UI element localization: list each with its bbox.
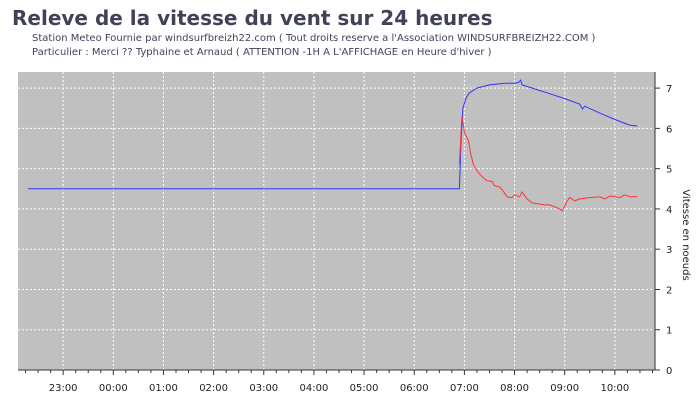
chart-subtitle-station: Station Meteo Fournie par windsurfbreizh… bbox=[32, 33, 596, 44]
series-line-avg bbox=[458, 116, 638, 212]
y-tick-label: 5 bbox=[666, 165, 672, 176]
x-tick-label: 06:00 bbox=[400, 383, 429, 394]
x-tick-label: 08:00 bbox=[500, 383, 529, 394]
y-tick-label: 1 bbox=[666, 326, 672, 337]
y-tick-label: 4 bbox=[666, 205, 672, 216]
y-tick-label: 3 bbox=[666, 245, 672, 256]
x-tick-label: 05:00 bbox=[350, 383, 379, 394]
x-tick-label: 02:00 bbox=[199, 383, 228, 394]
grid-lines bbox=[18, 72, 655, 370]
x-tick-label: 01:00 bbox=[149, 383, 178, 394]
y-tick-label: 7 bbox=[666, 84, 672, 95]
y-axis-label: Vitesse en noeuds bbox=[680, 189, 691, 280]
series-line-max bbox=[28, 79, 638, 190]
series-group bbox=[28, 79, 638, 212]
x-tick-label: 03:00 bbox=[249, 383, 278, 394]
y-tick-label: 6 bbox=[666, 124, 672, 135]
x-tick-label: 00:00 bbox=[99, 383, 128, 394]
x-tick-label: 07:00 bbox=[450, 383, 479, 394]
x-tick-label: 04:00 bbox=[300, 383, 329, 394]
chart-subtitle-note: Particulier : Merci ?? Typhaine et Arnau… bbox=[32, 47, 492, 58]
axes: 0 1 2 3 4 5 6 7 23:00 00:00 01:00 02:00 03:00 04:00 05… bbox=[18, 72, 672, 394]
y-tick-label: 2 bbox=[666, 285, 672, 296]
x-tick-label: 09:00 bbox=[550, 383, 579, 394]
chart-title: Releve de la vitesse du vent sur 24 heur… bbox=[12, 6, 493, 30]
plot-area bbox=[18, 72, 655, 370]
x-tick-label: 23:00 bbox=[49, 383, 78, 394]
y-tick-label: 0 bbox=[666, 366, 672, 377]
x-tick-label: 10:00 bbox=[600, 383, 629, 394]
